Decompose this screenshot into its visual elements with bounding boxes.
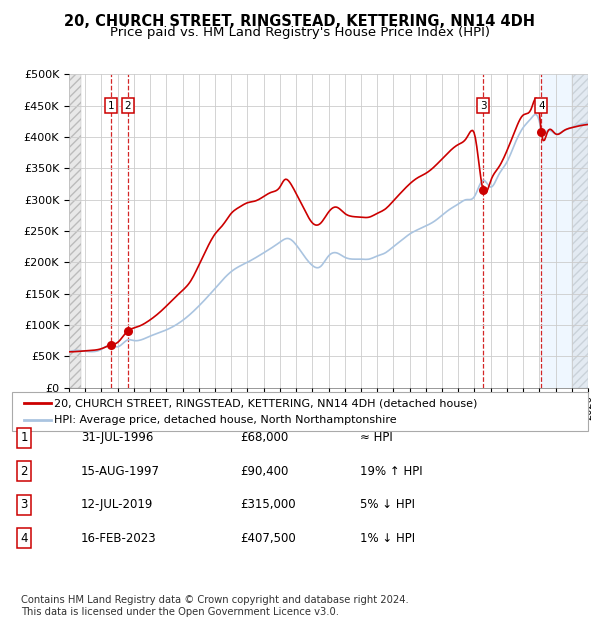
- Text: £407,500: £407,500: [240, 532, 296, 544]
- Text: 16-FEB-2023: 16-FEB-2023: [81, 532, 157, 544]
- Text: Contains HM Land Registry data © Crown copyright and database right 2024.
This d: Contains HM Land Registry data © Crown c…: [21, 595, 409, 617]
- Text: 4: 4: [20, 532, 28, 544]
- Text: 3: 3: [480, 100, 487, 111]
- Text: 3: 3: [20, 498, 28, 511]
- Text: £315,000: £315,000: [240, 498, 296, 511]
- Text: 20, CHURCH STREET, RINGSTEAD, KETTERING, NN14 4DH (detached house): 20, CHURCH STREET, RINGSTEAD, KETTERING,…: [54, 398, 478, 408]
- Text: 1% ↓ HPI: 1% ↓ HPI: [360, 532, 415, 544]
- Bar: [541, 74, 588, 388]
- Text: 1: 1: [20, 432, 28, 444]
- Text: HPI: Average price, detached house, North Northamptonshire: HPI: Average price, detached house, Nort…: [54, 415, 397, 425]
- Text: ≈ HPI: ≈ HPI: [360, 432, 393, 444]
- Text: £68,000: £68,000: [240, 432, 288, 444]
- Text: 31-JUL-1996: 31-JUL-1996: [81, 432, 154, 444]
- Text: 5% ↓ HPI: 5% ↓ HPI: [360, 498, 415, 511]
- Bar: [69, 74, 81, 388]
- Text: 15-AUG-1997: 15-AUG-1997: [81, 465, 160, 477]
- Text: 1: 1: [107, 100, 114, 111]
- Text: 2: 2: [20, 465, 28, 477]
- Text: 2: 2: [124, 100, 131, 111]
- Text: 4: 4: [538, 100, 545, 111]
- Text: 19% ↑ HPI: 19% ↑ HPI: [360, 465, 422, 477]
- Text: £90,400: £90,400: [240, 465, 289, 477]
- Text: 12-JUL-2019: 12-JUL-2019: [81, 498, 154, 511]
- Bar: [572, 74, 588, 388]
- Text: 20, CHURCH STREET, RINGSTEAD, KETTERING, NN14 4DH: 20, CHURCH STREET, RINGSTEAD, KETTERING,…: [65, 14, 536, 29]
- Text: Price paid vs. HM Land Registry's House Price Index (HPI): Price paid vs. HM Land Registry's House …: [110, 26, 490, 39]
